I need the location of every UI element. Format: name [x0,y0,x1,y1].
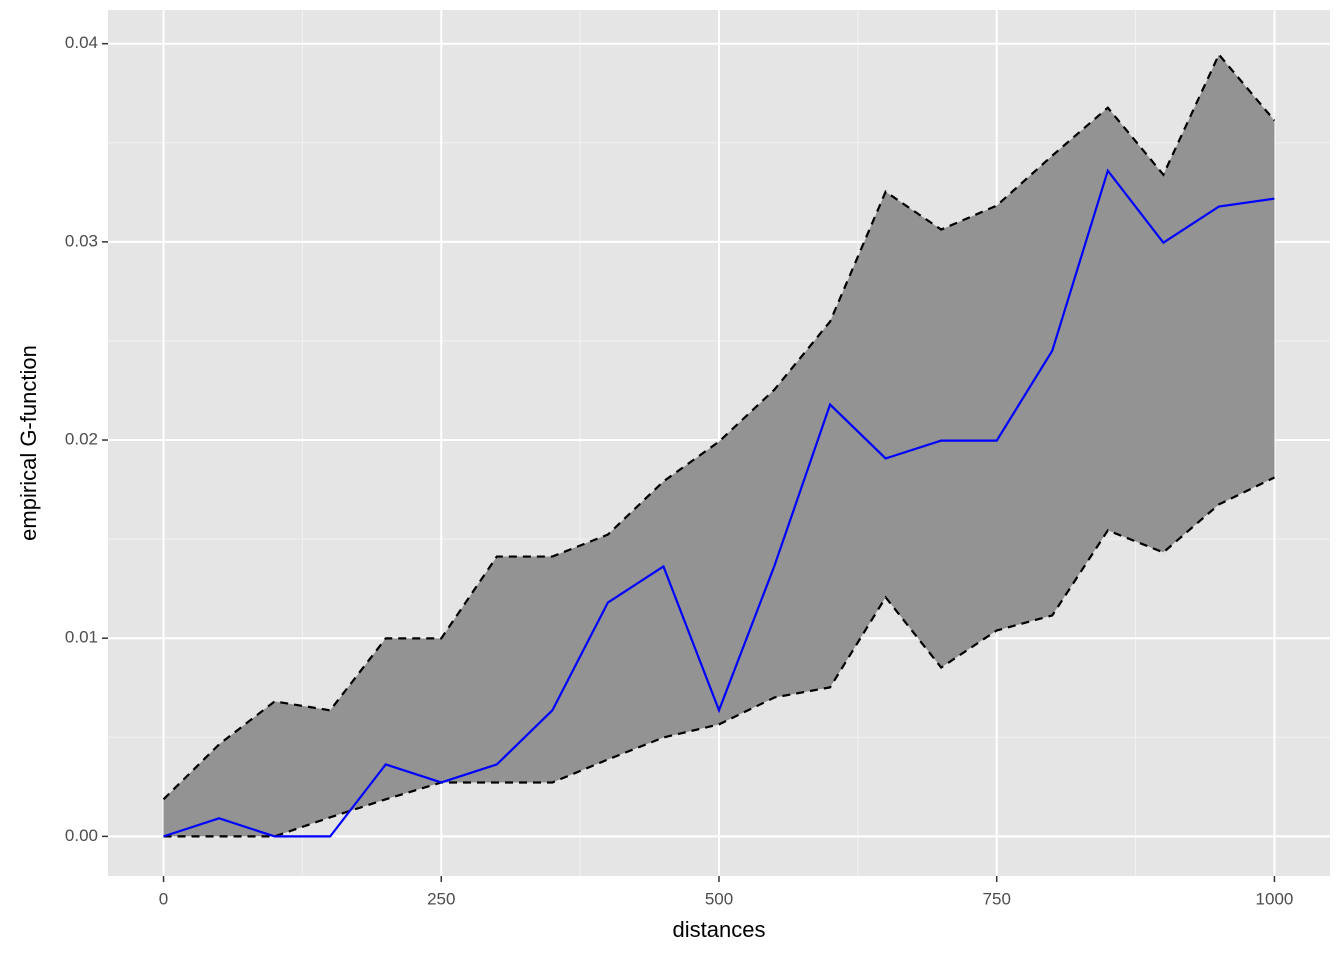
x-tick-label: 250 [427,889,455,908]
envelope-line [162,52,1276,801]
y-axis-title: empirical G-function [16,345,41,541]
x-tick-label: 1000 [1256,889,1294,908]
y-tick-label: 0.04 [65,33,98,52]
y-tick-label: 0.03 [65,231,98,250]
x-tick-label: 500 [705,889,733,908]
envelope-band [163,54,1275,837]
x-axis-title: distances [673,917,766,942]
y-tick-label: 0.01 [65,628,98,647]
y-tick-label: 0.00 [65,826,98,845]
x-tick-label: 0 [159,889,168,908]
x-tick-label: 750 [983,889,1011,908]
observed-line [163,168,1275,838]
y-tick-label: 0.02 [65,430,98,449]
